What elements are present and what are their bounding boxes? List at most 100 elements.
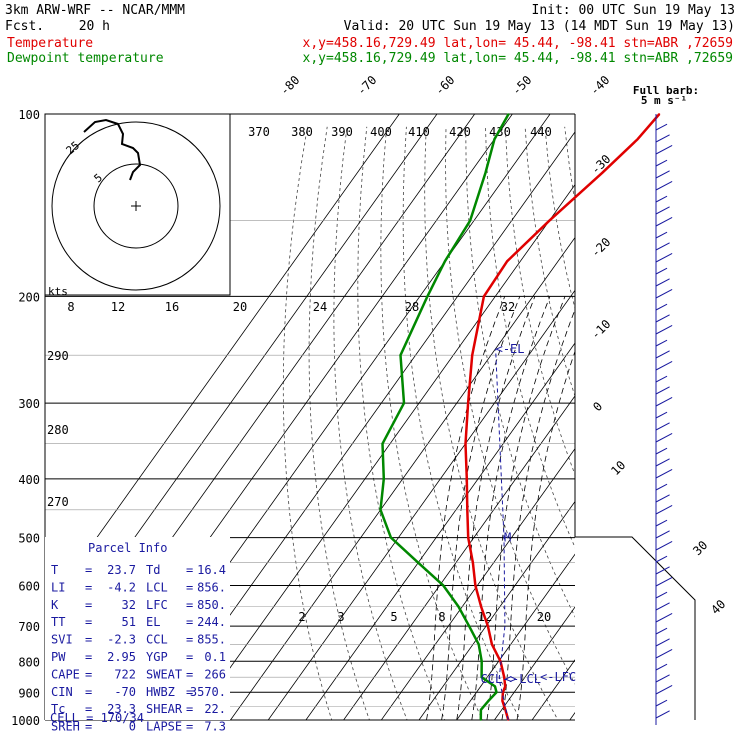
- pressure-tick-label: 800: [18, 655, 40, 669]
- parcel-row-equals: =: [85, 563, 92, 577]
- dewpoint-trace-point: [487, 700, 490, 702]
- wind-barb-flag: [655, 134, 670, 143]
- dry-adiabat: [402, 126, 521, 720]
- plot-lower-right-border: [575, 536, 696, 720]
- dewpoint-station-info: x,y=458.16,729.49 lat,lon= 45.44, -98.41…: [303, 51, 733, 66]
- parcel-row-left-label: SREH: [51, 720, 80, 734]
- level-annotation: <-LFC: [540, 670, 576, 684]
- hodograph-ring-outer: [51, 121, 221, 291]
- parcel-info-box: Parcel Info T = 23.7 Td = 16.4 LI = -4.2 LCL = 856.…: [45, 537, 230, 734]
- temperature-legend: Temperature: [7, 36, 93, 51]
- mixing-ratio-lower-label: 5: [390, 610, 397, 624]
- wind-barb-flag: [655, 206, 670, 215]
- parcel-cell: CELL = 170/34: [50, 711, 144, 725]
- wind-barb-flag: [655, 577, 673, 587]
- mixing-ratio-lower-label: 20: [537, 610, 551, 624]
- parcel-info-background: [45, 537, 230, 720]
- sounding-traces: [379, 113, 661, 721]
- dry-adiabat: [465, 126, 575, 618]
- dry-adiabat: [524, 126, 575, 398]
- isotherm-label: -80: [277, 73, 302, 98]
- dewpoint-trace-point: [469, 219, 471, 222]
- temperature-trace-point: [466, 509, 469, 511]
- dewpoint-trace-point: [480, 676, 483, 678]
- pressure-tick-label: 100: [18, 108, 40, 122]
- dewpoint-trace-point: [484, 171, 487, 174]
- wind-barb-flag: [655, 591, 668, 599]
- wind-barb-flag: [655, 433, 673, 443]
- dry-adiabat: [445, 126, 575, 685]
- model-title: 3km ARW-WRF -- NCAR/MMM: [5, 3, 185, 18]
- wind-barb-flag: [655, 649, 673, 659]
- parcel-row-left-value: 0: [129, 720, 136, 734]
- parcel-row-right-value: 7.3: [204, 720, 226, 734]
- isotherm-label: 30: [690, 538, 710, 558]
- dewpoint-trace-point: [390, 536, 392, 539]
- wind-barb-flag: [655, 170, 670, 179]
- dewpoint-trace-point: [399, 354, 402, 357]
- isotherm-line: [45, 114, 400, 611]
- temperature-trace-point: [658, 113, 661, 115]
- wind-barb-flag: [655, 195, 668, 203]
- parcel-row-left-label: TT: [51, 615, 65, 629]
- wind-barb-flag: [655, 303, 668, 311]
- theta-e-label: 410: [408, 125, 430, 139]
- isotherm-label: -20: [588, 235, 613, 260]
- parcel-info-rows: T = 23.7 Td = 16.4 LI = -4.2 LCL = 856. K = 32 LFC = 850.…: [51, 563, 226, 734]
- parcel-row-equals: =: [186, 615, 193, 629]
- dry-adiabat: [485, 126, 575, 549]
- dewpoint-trace-point: [480, 660, 483, 663]
- wind-barb-flag: [655, 685, 673, 695]
- barb-key-title: Full barb:: [633, 84, 699, 97]
- isotherm-label: 40: [708, 597, 728, 617]
- temperature-trace-point: [601, 171, 604, 174]
- forecast-label: Fcst.: [5, 19, 44, 34]
- dewpoint-trace-point: [383, 478, 385, 480]
- parcel-row-equals: =: [85, 580, 92, 594]
- theta-label: 280: [47, 423, 69, 437]
- parcel-row-right-value: 0.1: [204, 650, 226, 664]
- mixing-ratio-label: 32: [501, 300, 515, 314]
- theta-label: 270: [47, 495, 69, 509]
- parcel-row-right-label: LCL: [146, 580, 168, 594]
- dry-adiabat: [644, 127, 740, 733]
- parcel-row-left-value: 722: [114, 667, 136, 681]
- wind-barb-flag: [655, 674, 670, 683]
- dewpoint-trace-point: [495, 691, 498, 694]
- wind-barb-flag: [655, 494, 670, 503]
- dewpoint-trace-point: [403, 402, 405, 404]
- isotherm-line: [456, 553, 575, 720]
- pressure-tick-label: 200: [18, 290, 40, 304]
- wind-barb-flag: [655, 469, 673, 479]
- dry-adiabat: [424, 126, 559, 720]
- parcel-row-equals: =: [186, 633, 193, 647]
- dewpoint-trace-point: [480, 709, 482, 711]
- parcel-row-equals: =: [186, 667, 193, 681]
- parcel-row-right-label: Td: [146, 563, 160, 577]
- dewpoint-trace-point: [417, 561, 420, 564]
- dewpoint-trace-point: [494, 685, 496, 688]
- dewpoint-trace-point: [493, 138, 496, 140]
- parcel-row-left-label: PW: [51, 650, 66, 664]
- hodograph: kts 25 5: [44, 113, 231, 298]
- parcel-row-right-value: 16.4: [197, 563, 226, 577]
- isotherm-label: -50: [509, 73, 534, 98]
- isotherm-line: [569, 712, 575, 720]
- wind-barb-flag: [655, 145, 673, 155]
- temperature-trace-point: [491, 643, 493, 646]
- parcel-row-equals: =: [186, 580, 193, 594]
- parcel-row-right-value: 855.: [197, 633, 226, 647]
- isotherm-line: [305, 342, 575, 720]
- temperature-trace-point: [467, 536, 470, 539]
- theta-e-label: 440: [530, 125, 552, 139]
- level-annotation: <-LCL: [505, 672, 541, 686]
- wind-barb-flag: [655, 314, 670, 323]
- temperature-trace-point: [487, 625, 489, 627]
- isotherm-line: [267, 289, 575, 720]
- isotherm-line: [192, 184, 575, 720]
- dewpoint-trace-point: [507, 113, 510, 115]
- parcel-row-right-label: HWBZ: [146, 685, 175, 699]
- parcel-row-equals: =: [85, 685, 92, 699]
- temperature-trace-point: [548, 219, 551, 222]
